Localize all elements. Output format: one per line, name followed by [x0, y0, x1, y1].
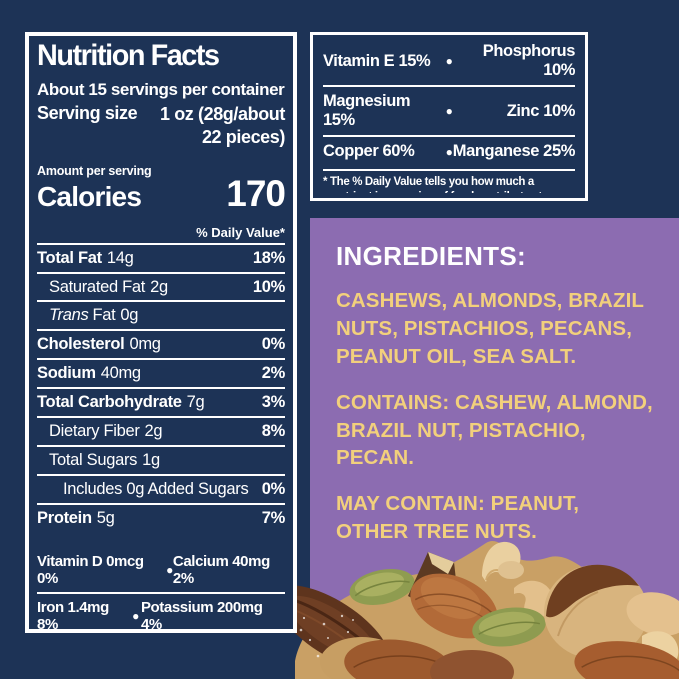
nutrient-row-trans-fat: Trans Fat 0g — [37, 300, 285, 329]
nutrition-facts-title: Nutrition Facts — [37, 39, 220, 72]
nutrition-facts-panel: Nutrition Facts About 15 servings per co… — [25, 32, 297, 633]
nutrient-row-sodium: Sodium 40mg 2% — [37, 358, 285, 387]
almond — [574, 641, 679, 679]
nutrient-row-cholesterol: Cholesterol 0mg 0% — [37, 329, 285, 358]
bullet-icon: ● — [132, 609, 139, 624]
bullet-icon: ● — [445, 54, 453, 68]
bullet-icon: ● — [445, 104, 453, 118]
servings-per-container: About 15 servings per container — [37, 80, 285, 100]
serving-size-value: 1 oz (28g/about 22 pieces) — [159, 104, 285, 147]
serving-size-row: Serving size 1 oz (28g/about 22 pieces) — [37, 103, 285, 148]
daily-value-header: % Daily Value* — [196, 224, 285, 240]
serving-size-label: Serving size — [37, 103, 138, 124]
nutrient-row-saturated-fat: Saturated Fat 2g 10% — [37, 271, 285, 301]
micronutrient-row-vitamin-d-calcium: Vitamin D 0mcg 0% ● Calcium 40mg 2% — [37, 553, 270, 588]
cashew — [626, 592, 679, 636]
cashew-tip — [498, 561, 524, 579]
mixed-nuts-photo — [295, 541, 679, 679]
ingredients-heading: INGREDIENTS: — [336, 241, 526, 271]
pistachio — [349, 569, 415, 605]
vitamin-row-copper-manganese: Copper 60% ● Manganese 25% — [323, 135, 575, 166]
nutrient-row-total-fat: Total Fat 14g 18% — [37, 242, 285, 272]
calories-value: 170 — [226, 173, 286, 215]
vitamin-mineral-panel: Vitamin E 15% ● Phosphorus 10% Magnesium… — [310, 32, 588, 201]
nutrient-row-dietary-fiber: Dietary Fiber 2g 8% — [37, 416, 285, 445]
daily-value-footnote: * The % Daily Value tells you how much a… — [323, 176, 558, 193]
almond — [430, 650, 514, 679]
nutrient-row-added-sugars: Includes 0g Added Sugars 0% — [37, 474, 285, 503]
micronutrient-row-iron-potassium: Iron 1.4mg 8% ● Potassium 200mg 4% — [37, 592, 285, 638]
bullet-icon: ● — [166, 563, 173, 578]
bullet-icon: ● — [445, 144, 453, 159]
cashew — [514, 580, 554, 619]
contains-statement: CONTAINS: CASHEW, ALMOND, BRAZIL NUT, PI… — [336, 390, 653, 470]
calories-label: Calories — [37, 181, 142, 213]
nutrient-row-protein: Protein 5g 7% — [37, 503, 285, 532]
vitamin-row-magnesium-zinc: Magnesium 15% ● Zinc 10% — [323, 85, 575, 135]
thick-divider — [323, 169, 575, 172]
nutrient-row-total-sugars: Total Sugars 1g — [37, 445, 285, 474]
amount-per-serving-label: Amount per serving — [37, 164, 152, 179]
ingredients-list: CASHEWS, ALMONDS, BRAZIL NUTS, PISTACHIO… — [336, 289, 644, 368]
may-contain-statement: MAY CONTAIN: PEANUT, OTHER TREE NUTS. — [336, 492, 580, 544]
calories-row: Calories 170 — [37, 173, 286, 215]
vitamin-row-e-phosphorus: Vitamin E 15% ● Phosphorus 10% — [323, 42, 576, 79]
brazil-nut — [544, 564, 648, 659]
pistachio — [472, 607, 546, 647]
nutrient-row-total-carbohydrate: Total Carbohydrate 7g 3% — [37, 387, 285, 416]
